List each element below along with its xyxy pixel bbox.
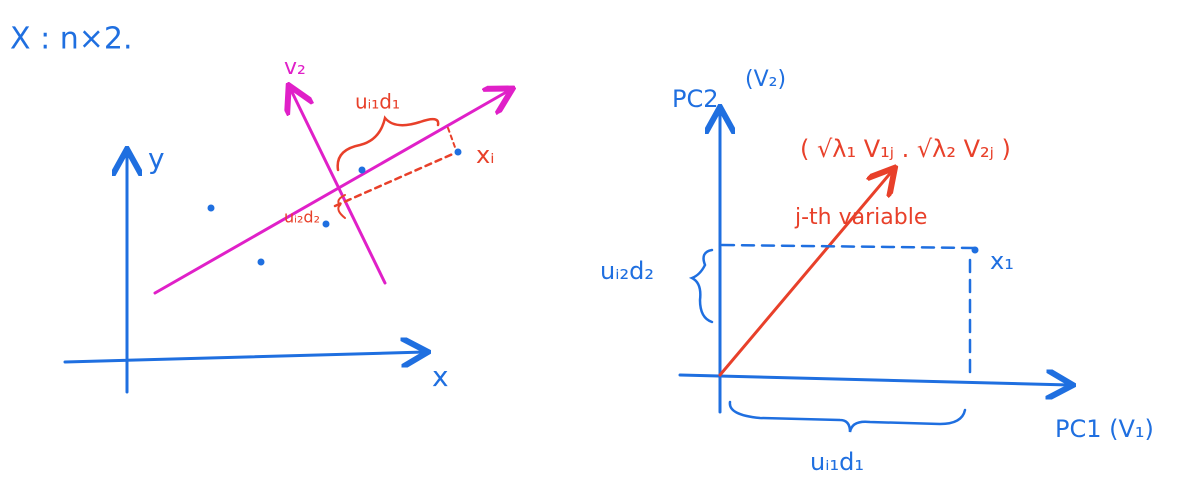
points: [207, 148, 462, 266]
brace: [337, 194, 346, 219]
point-label: x₁: [990, 247, 1014, 275]
pc1-axis: [678, 375, 1070, 385]
point: [454, 148, 462, 156]
pc2-label: PC2: [672, 85, 719, 113]
coord2-label: uᵢ₂d₂: [600, 257, 654, 285]
right-plot: [678, 110, 1070, 433]
v2-label: v₂: [284, 55, 306, 80]
y-label: y: [148, 142, 165, 175]
variable-label: j-th variable: [794, 205, 927, 230]
coord1-label: uᵢ₁d₁: [810, 448, 864, 476]
point: [207, 204, 215, 212]
point-label: xᵢ: [476, 141, 495, 169]
point: [971, 246, 979, 254]
left-plot: [63, 88, 510, 394]
pc1-line: [153, 90, 510, 295]
point: [257, 258, 265, 266]
dashed-h: [720, 243, 977, 250]
brace: [728, 400, 967, 433]
title: X : n×2.: [10, 22, 133, 57]
point: [358, 166, 366, 174]
proj1-label: uᵢ₁d₁: [355, 90, 400, 114]
variable-vector: [718, 170, 893, 377]
pc2-sub: (V₂): [745, 67, 786, 92]
x-label: x: [432, 360, 449, 393]
point: [322, 220, 330, 228]
vector-label: ( √λ₁ V₁ⱼ . √λ₂ V₂ⱼ ): [800, 135, 1011, 163]
brace: [688, 248, 714, 324]
tick: [447, 127, 457, 151]
pc2-line: [290, 88, 387, 285]
x-axis: [63, 352, 425, 362]
proj2-label: uᵢ₂d₂: [284, 208, 320, 227]
brace: [336, 115, 440, 172]
pc1-label: PC1 (V₁): [1055, 415, 1154, 443]
projection: [333, 151, 457, 208]
